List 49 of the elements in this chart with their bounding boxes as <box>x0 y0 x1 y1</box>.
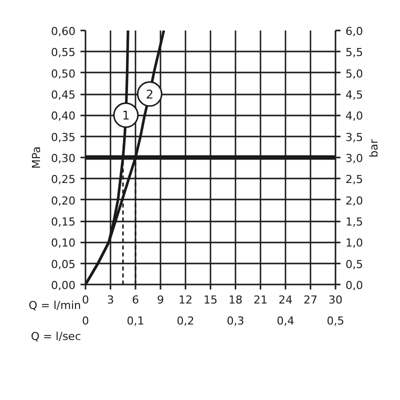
x-tick-label: 27 <box>304 294 318 306</box>
x-tick-label: 15 <box>204 294 218 306</box>
y2-tick-label: 1,0 <box>346 236 363 250</box>
x2-tick-label: 0,1 <box>126 314 144 328</box>
y-tick-label: 0,40 <box>51 110 76 123</box>
x-tick-label: 3 <box>107 294 114 306</box>
y-tick-label: 0,30 <box>51 152 76 165</box>
x2-tick-label: 0,2 <box>176 314 194 328</box>
y2-tick-label: 0,0 <box>346 279 363 292</box>
y-tick-label: 0,60 <box>51 25 76 38</box>
y-axis-title: MPa <box>30 146 44 169</box>
x-tick-label: 18 <box>228 294 242 306</box>
y-tick-label: 0,00 <box>51 279 76 292</box>
x-tick-label: 24 <box>278 294 292 306</box>
x-axis-title: Q = l/min <box>28 298 81 314</box>
x-tick-label: 21 <box>254 294 268 306</box>
y-tick-label: 0,20 <box>51 194 76 208</box>
y2-tick-label: 2,5 <box>346 173 363 186</box>
x-tick-label: 12 <box>178 294 192 306</box>
y2-tick-label: 3,5 <box>346 130 363 144</box>
y-tick-label: 0,05 <box>51 258 76 271</box>
y-tick-label: 0,50 <box>51 67 76 80</box>
x-tick-label: 9 <box>157 294 164 306</box>
x2-tick-label: 0,5 <box>326 314 344 328</box>
x-tick-label: 0 <box>82 294 89 306</box>
y2-tick-label: 4,5 <box>346 88 363 102</box>
y2-tick-label: 1,5 <box>346 216 363 228</box>
y-tick-label: 0,35 <box>51 130 76 144</box>
y2-axis-title: bar <box>367 138 380 158</box>
y-tick-label: 0,55 <box>51 46 76 60</box>
x2-tick-label: 0 <box>82 314 89 328</box>
y2-tick-label: 4,0 <box>346 110 363 123</box>
y2-tick-label: 3,0 <box>346 152 363 165</box>
x2-tick-label: 0,4 <box>276 314 294 328</box>
series-label: 2 <box>146 88 154 102</box>
y2-tick-label: 6,0 <box>346 25 363 38</box>
x-tick-label: 6 <box>132 294 139 306</box>
y-tick-label: 0,25 <box>51 173 76 186</box>
x2-axis-title: Q = l/sec <box>30 329 81 345</box>
series-label: 1 <box>122 108 130 123</box>
x2-tick-label: 0,3 <box>226 314 244 328</box>
y-tick-label: 0,45 <box>51 88 76 102</box>
y2-tick-label: 2,0 <box>346 194 363 208</box>
y-tick-label: 0,15 <box>51 216 76 228</box>
y-tick-label: 0,10 <box>51 236 76 250</box>
y2-tick-label: 5,5 <box>346 46 363 60</box>
x-tick-label: 30 <box>328 294 342 306</box>
y2-tick-label: 5,0 <box>346 67 363 80</box>
y2-tick-label: 0,5 <box>346 258 363 271</box>
